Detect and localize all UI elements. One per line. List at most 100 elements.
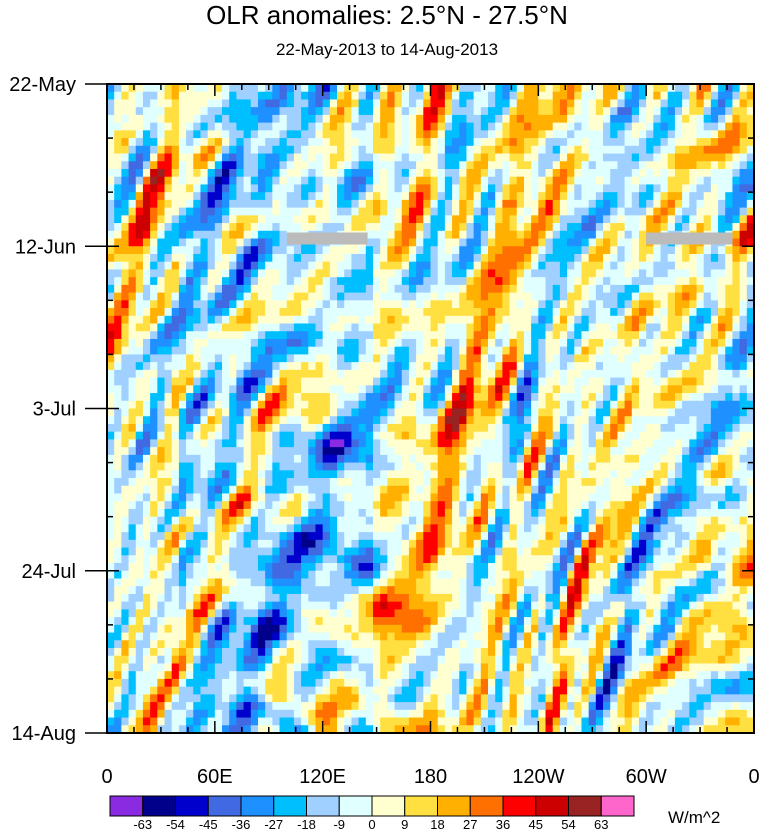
field-cell [229, 338, 237, 348]
field-cell [430, 447, 439, 456]
field-cell [322, 354, 331, 363]
field-cell [293, 308, 302, 317]
field-cell [480, 199, 489, 209]
field-cell [595, 130, 604, 139]
field-cell [523, 362, 532, 371]
field-cell [243, 230, 252, 240]
field-cell [495, 470, 503, 479]
field-cell [150, 501, 158, 510]
field-cell [624, 130, 633, 139]
field-cell [509, 184, 518, 193]
field-cell [646, 99, 654, 108]
field-cell [229, 99, 237, 108]
field-cell [344, 184, 353, 193]
field-cell [516, 230, 525, 240]
field-cell [538, 377, 547, 386]
field-cell [480, 308, 489, 317]
field-cell [423, 246, 432, 255]
field-cell [171, 439, 180, 448]
field-cell [387, 338, 396, 348]
field-cell [674, 447, 683, 456]
field-cell [214, 308, 223, 317]
field-cell [380, 470, 388, 479]
field-cell [351, 462, 360, 471]
field-cell [229, 230, 237, 240]
field-cell [452, 261, 460, 271]
field-cell [617, 408, 626, 417]
field-cell [732, 91, 741, 101]
field-cell [365, 338, 374, 348]
field-cell [272, 338, 281, 348]
field-cell [315, 122, 324, 131]
field-cell [567, 485, 575, 495]
field-cell [674, 385, 683, 394]
field-cell [466, 369, 475, 379]
field-cell [646, 145, 654, 155]
field-cell [509, 107, 518, 116]
field-cell [358, 393, 367, 402]
field-cell [243, 207, 252, 216]
field-cell [466, 99, 475, 108]
field-cell [452, 323, 460, 332]
field-cell [523, 207, 532, 216]
field-cell [739, 284, 748, 294]
field-cell [732, 199, 741, 209]
field-cell [718, 153, 726, 162]
field-cell [401, 338, 410, 348]
field-cell [574, 223, 583, 232]
field-cell [610, 107, 619, 116]
field-cell [250, 261, 259, 271]
field-cell [150, 393, 158, 402]
field-cell [186, 238, 194, 247]
field-cell [135, 277, 144, 286]
field-cell [315, 423, 324, 433]
field-cell [200, 431, 209, 441]
field-cell [279, 346, 288, 356]
field-cell [408, 261, 417, 271]
field-cell [595, 84, 604, 93]
field-cell [351, 99, 360, 108]
field-cell [121, 207, 130, 216]
field-cell [394, 369, 403, 379]
field-cell [480, 269, 489, 278]
field-cell [689, 323, 698, 332]
field-cell [322, 369, 331, 379]
field-cell [178, 462, 187, 471]
field-cell [574, 107, 583, 116]
field-cell [667, 354, 676, 363]
field-cell [150, 138, 158, 147]
field-cell [595, 416, 604, 425]
field-cell [150, 478, 158, 487]
field-cell [351, 184, 360, 193]
field-cell [523, 447, 532, 456]
field-cell [423, 215, 432, 224]
field-cell [523, 315, 532, 325]
field-cell [502, 184, 511, 193]
field-cell [423, 138, 432, 147]
field-cell [466, 478, 475, 487]
field-cell [710, 369, 719, 379]
field-cell [315, 300, 324, 309]
field-cell [394, 238, 403, 247]
field-cell [466, 114, 475, 124]
field-cell [603, 385, 611, 394]
field-cell [214, 277, 223, 286]
field-cell [646, 161, 654, 170]
field-cell [186, 246, 194, 255]
field-cell [603, 493, 611, 502]
field-cell [265, 161, 273, 170]
field-cell [387, 153, 396, 162]
field-cell [430, 416, 439, 425]
field-cell [466, 377, 475, 386]
field-cell [337, 354, 345, 363]
field-cell [703, 346, 712, 356]
field-cell [574, 431, 583, 441]
field-cell [272, 493, 281, 502]
field-cell [638, 253, 647, 263]
field-cell [308, 130, 317, 139]
field-cell [164, 369, 173, 379]
field-cell [718, 416, 726, 425]
field-cell [365, 122, 374, 131]
field-cell [128, 230, 137, 240]
field-cell [509, 284, 518, 294]
